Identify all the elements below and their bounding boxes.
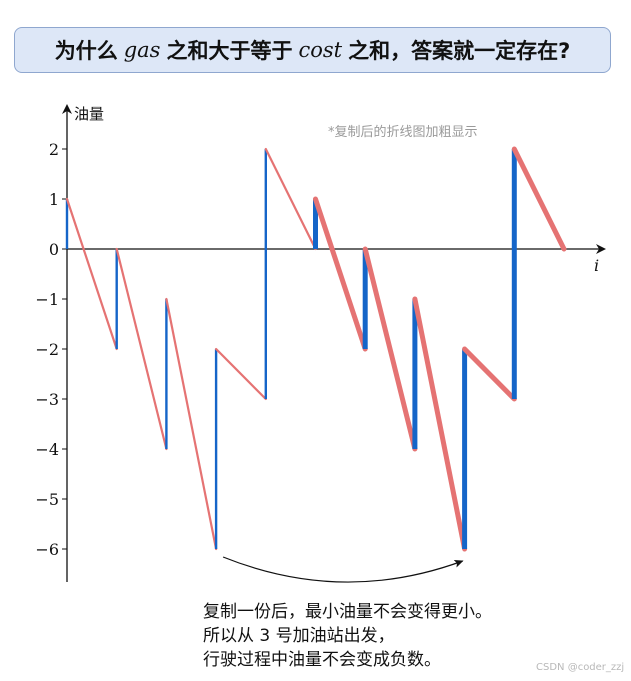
drive-segment — [264, 147, 317, 251]
drive-segment — [362, 246, 418, 452]
title-cost: cost — [298, 38, 343, 62]
y-tick-label: −5 — [35, 490, 59, 509]
drive-segment — [65, 197, 118, 351]
title-text-mid: 之和大于等于 — [166, 39, 293, 63]
drive-segment — [313, 196, 368, 352]
title-text-pre: 为什么 — [54, 39, 118, 63]
caption-line-1: 复制一份后，最小油量不会变得更小。 — [203, 602, 492, 622]
drive-segment — [165, 297, 218, 551]
chart-note: *复制后的折线图加粗显示 — [328, 125, 478, 140]
y-tick-label: −1 — [35, 290, 59, 309]
x-axis-label: i — [594, 256, 599, 275]
drive-segment — [215, 347, 267, 401]
y-tick-label: 1 — [49, 190, 59, 209]
y-tick-label: −4 — [35, 440, 59, 459]
caption-line-2: 所以从 3 号加油站出发， — [203, 626, 395, 646]
title-text-post: 之和，答案就一定存在? — [348, 39, 571, 63]
y-tick-label: 0 — [49, 240, 59, 259]
drive-segment — [462, 346, 517, 402]
y-tick-label: −6 — [35, 540, 59, 559]
drive-segment — [412, 296, 468, 552]
title-gas: gas — [123, 38, 161, 62]
min-fuel-arrow — [222, 556, 464, 583]
drive-segment — [115, 247, 168, 451]
caption-line-3: 行驶过程中油量不会变成负数。 — [203, 650, 441, 670]
y-tick-label: −2 — [35, 340, 59, 359]
y-tick-label: −3 — [35, 390, 59, 409]
chart-caption: 复制一份后，最小油量不会变得更小。 所以从 3 号加油站出发， 行驶过程中油量不… — [203, 600, 492, 672]
y-axis-label: 油量 — [74, 105, 104, 123]
y-tick-label: 2 — [49, 140, 59, 159]
title-box: 为什么 gas 之和大于等于 cost 之和，答案就一定存在? — [14, 27, 611, 73]
watermark: CSDN @coder_zzj — [536, 662, 625, 673]
drive-segment — [511, 146, 567, 252]
